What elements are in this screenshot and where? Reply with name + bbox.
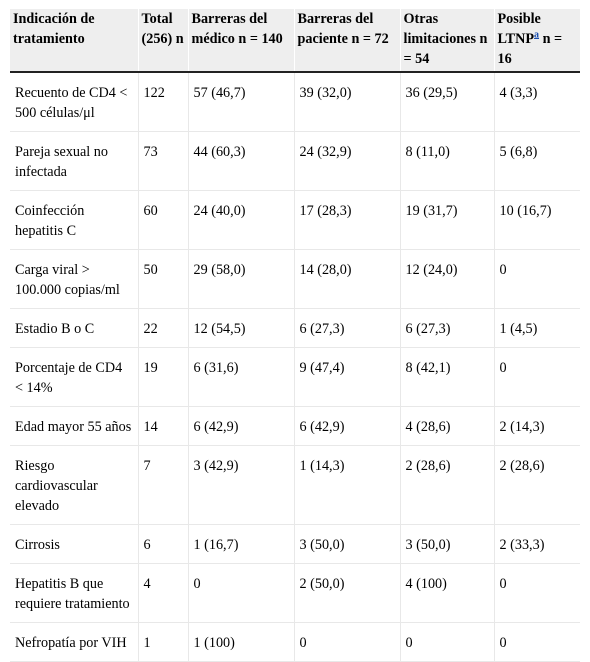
cell-posible-ltnp: 0 xyxy=(493,563,580,623)
table-row: Estadio B o C 22 12 (54,5) 6 (27,3) 6 (27,3)… xyxy=(10,308,580,348)
cell-total: 122 xyxy=(137,72,188,132)
cell-indicacion: Carga viral > 100.000 copias/ml xyxy=(10,249,138,309)
table-row: Riesgo cardiovascular elevado 7 3 (42,9) 1 … xyxy=(10,445,580,525)
cell-barreras-medico: 12 (54,5) xyxy=(187,308,294,348)
cell-posible-ltnp: 4 (3,3) xyxy=(493,72,580,132)
table-body: Recuento de CD4 < 500 células/μl 122 57 (4… xyxy=(10,72,580,662)
cell-otras-limitaciones: 12 (24,0) xyxy=(399,249,494,309)
cell-barreras-medico: 29 (58,0) xyxy=(187,249,294,309)
table-row: Cirrosis 6 1 (16,7) 3 (50,0) 3 (50,0) 2 (33,3… xyxy=(10,524,580,564)
table-row: Hepatitis B que requiere tratamiento 4 0 2 … xyxy=(10,563,580,623)
cell-barreras-paciente: 1 (14,3) xyxy=(293,445,400,525)
cell-barreras-medico: 1 (100) xyxy=(187,622,294,662)
cell-barreras-medico: 24 (40,0) xyxy=(187,190,294,250)
cell-total: 4 xyxy=(137,563,188,623)
cell-posible-ltnp: 2 (28,6) xyxy=(493,445,580,525)
cell-indicacion: Coinfección hepatitis C xyxy=(10,190,138,250)
cell-otras-limitaciones: 8 (42,1) xyxy=(399,347,494,407)
cell-indicacion: Riesgo cardiovascular elevado xyxy=(10,445,138,525)
header-total: Total (256) n xyxy=(137,9,188,73)
cell-barreras-paciente: 9 (47,4) xyxy=(293,347,400,407)
cell-otras-limitaciones: 4 (28,6) xyxy=(399,406,494,446)
cell-otras-limitaciones: 19 (31,7) xyxy=(399,190,494,250)
cell-total: 7 xyxy=(137,445,188,525)
table-row: Recuento de CD4 < 500 células/μl 122 57 (4… xyxy=(10,72,580,132)
cell-posible-ltnp: 1 (4,5) xyxy=(493,308,580,348)
cell-barreras-paciente: 6 (27,3) xyxy=(293,308,400,348)
cell-posible-ltnp: 0 xyxy=(493,249,580,309)
table-header: Indicación de tratamiento Total (256) n … xyxy=(10,9,580,73)
cell-posible-ltnp: 2 (14,3) xyxy=(493,406,580,446)
table-row: Edad mayor 55 años 14 6 (42,9) 6 (42,9) 4 (2… xyxy=(10,406,580,446)
cell-indicacion: Pareja sexual no infectada xyxy=(10,131,138,191)
cell-indicacion: Recuento de CD4 < 500 células/μl xyxy=(10,72,138,132)
cell-barreras-paciente: 2 (50,0) xyxy=(293,563,400,623)
cell-posible-ltnp: 0 xyxy=(493,347,580,407)
cell-otras-limitaciones: 8 (11,0) xyxy=(399,131,494,191)
table-container: Indicación de tratamiento Total (256) n … xyxy=(10,9,580,662)
header-posible-ltnp: Posible LTNPa n = 16 xyxy=(493,9,580,73)
header-barreras-medico: Barreras del médico n = 140 xyxy=(187,9,294,73)
cell-barreras-medico: 57 (46,7) xyxy=(187,72,294,132)
header-indicacion: Indicación de tratamiento xyxy=(10,9,138,73)
cell-total: 50 xyxy=(137,249,188,309)
header-row: Indicación de tratamiento Total (256) n … xyxy=(10,9,580,73)
cell-otras-limitaciones: 4 (100) xyxy=(399,563,494,623)
cell-barreras-medico: 0 xyxy=(187,563,294,623)
cell-posible-ltnp: 2 (33,3) xyxy=(493,524,580,564)
cell-barreras-paciente: 39 (32,0) xyxy=(293,72,400,132)
cell-indicacion: Cirrosis xyxy=(10,524,138,564)
cell-total: 73 xyxy=(137,131,188,191)
table-row: Pareja sexual no infectada 73 44 (60,3) 24 … xyxy=(10,131,580,191)
cell-indicacion: Edad mayor 55 años xyxy=(10,406,138,446)
treatment-barriers-table: Indicación de tratamiento Total (256) n … xyxy=(10,9,580,662)
cell-otras-limitaciones: 36 (29,5) xyxy=(399,72,494,132)
header-ltnp-label: Posible LTNP xyxy=(497,11,541,47)
cell-barreras-paciente: 14 (28,0) xyxy=(293,249,400,309)
cell-posible-ltnp: 10 (16,7) xyxy=(493,190,580,250)
table-row: Nefropatía por VIH 1 1 (100) 0 0 0 xyxy=(10,622,580,662)
cell-total: 1 xyxy=(137,622,188,662)
cell-indicacion: Hepatitis B que requiere tratamiento xyxy=(10,563,138,623)
cell-indicacion: Nefropatía por VIH xyxy=(10,622,138,662)
header-ltnp-suffix: n = 16 xyxy=(497,31,563,67)
table-row: Coinfección hepatitis C 60 24 (40,0) 17 (28… xyxy=(10,190,580,250)
cell-otras-limitaciones: 2 (28,6) xyxy=(399,445,494,525)
cell-barreras-medico: 44 (60,3) xyxy=(187,131,294,191)
header-otras-limitaciones: Otras limitaciones n = 54 xyxy=(399,9,494,73)
cell-total: 60 xyxy=(137,190,188,250)
cell-barreras-medico: 6 (31,6) xyxy=(187,347,294,407)
table-row: Porcentaje de CD4 < 14% 19 6 (31,6) 9 (47,4… xyxy=(10,347,580,407)
footnote-a-link[interactable]: a xyxy=(534,29,540,41)
cell-barreras-paciente: 17 (28,3) xyxy=(293,190,400,250)
cell-barreras-medico: 1 (16,7) xyxy=(187,524,294,564)
table-row: Carga viral > 100.000 copias/ml 50 29 (58,… xyxy=(10,249,580,309)
cell-total: 6 xyxy=(137,524,188,564)
cell-barreras-medico: 3 (42,9) xyxy=(187,445,294,525)
cell-indicacion: Estadio B o C xyxy=(10,308,138,348)
cell-otras-limitaciones: 6 (27,3) xyxy=(399,308,494,348)
cell-total: 19 xyxy=(137,347,188,407)
cell-total: 14 xyxy=(137,406,188,446)
cell-barreras-paciente: 6 (42,9) xyxy=(293,406,400,446)
cell-barreras-paciente: 24 (32,9) xyxy=(293,131,400,191)
cell-barreras-paciente: 0 xyxy=(293,622,400,662)
cell-indicacion: Porcentaje de CD4 < 14% xyxy=(10,347,138,407)
cell-otras-limitaciones: 0 xyxy=(399,622,494,662)
cell-posible-ltnp: 5 (6,8) xyxy=(493,131,580,191)
header-barreras-paciente: Barreras del paciente n = 72 xyxy=(293,9,400,73)
cell-barreras-medico: 6 (42,9) xyxy=(187,406,294,446)
cell-otras-limitaciones: 3 (50,0) xyxy=(399,524,494,564)
cell-barreras-paciente: 3 (50,0) xyxy=(293,524,400,564)
cell-total: 22 xyxy=(137,308,188,348)
cell-posible-ltnp: 0 xyxy=(493,622,580,662)
